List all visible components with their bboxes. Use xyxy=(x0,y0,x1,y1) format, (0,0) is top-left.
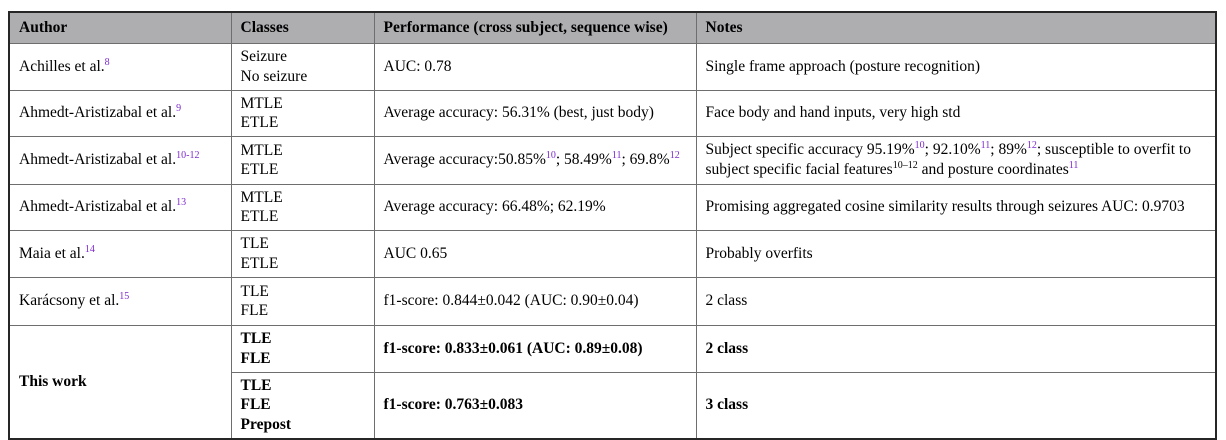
citation-ref-link[interactable]: 10 xyxy=(545,150,556,162)
citation-ref-link[interactable]: 12 xyxy=(669,150,680,162)
classes-cell: TLE ETLE xyxy=(230,230,375,278)
citation-ref-link[interactable]: 10 xyxy=(914,140,925,152)
citation-ref-link[interactable]: 10-12 xyxy=(176,150,200,162)
col-header-author: Author xyxy=(8,11,232,44)
notes-cell: 2 class xyxy=(695,324,1217,373)
class-label: FLE xyxy=(240,349,271,367)
table-row: Achilles et al.8 Seizure No seizure AUC: 0.… xyxy=(8,43,1217,91)
table-row: Karácsony et al.15 TLE FLE f1-score: 0.844±… xyxy=(8,276,1217,326)
performance-cell: AUC 0.65 xyxy=(373,230,697,278)
author-cell: Ahmedt-Aristizabal et al.9 xyxy=(8,89,232,138)
citation-ref-link[interactable]: 11 xyxy=(1068,160,1079,172)
performance-cell: Average accuracy:50.85%10; 58.49%11; 69.… xyxy=(373,136,697,185)
notes-cell: Promising aggregated cosine similarity r… xyxy=(695,183,1217,232)
class-label: MTLE xyxy=(240,94,283,112)
class-label: ETLE xyxy=(240,161,279,179)
author-cell: Ahmedt-Aristizabal et al.10-12 xyxy=(8,136,232,185)
class-label: TLE xyxy=(240,376,272,394)
header-row: Author Classes Performance (cross subjec… xyxy=(8,11,1217,44)
citation-ref-link[interactable]: 15 xyxy=(119,291,130,303)
notes-cell: 3 class xyxy=(695,371,1217,440)
citation-ref-link[interactable]: 11 xyxy=(980,140,991,152)
author-cell: Maia et al.14 xyxy=(8,230,232,278)
class-label: Prepost xyxy=(240,416,292,434)
performance-cell: Average accuracy: 66.48%; 62.19% xyxy=(373,183,697,232)
class-label: MTLE xyxy=(240,141,283,159)
table-row: Ahmedt-Aristizabal et al.13 MTLE ETLE Avera… xyxy=(8,183,1217,232)
citation-ref-link[interactable]: 8 xyxy=(104,56,110,68)
classes-cell: TLE FLE xyxy=(230,324,375,373)
performance-cell: AUC: 0.78 xyxy=(373,43,697,91)
class-label: FLE xyxy=(240,396,271,414)
classes-cell: MTLE ETLE xyxy=(230,89,375,138)
classes-cell: Seizure No seizure xyxy=(230,43,375,91)
citation-ref: 10–12 xyxy=(892,160,918,172)
citation-ref-link[interactable]: 14 xyxy=(84,243,95,255)
notes-cell: Probably overfits xyxy=(695,230,1217,278)
performance-cell: f1-score: 0.763±0.083 xyxy=(373,371,697,440)
citation-ref-link[interactable]: 11 xyxy=(611,150,622,162)
table-row: This work TLE FLE f1-score: 0.833±0.061 (AU… xyxy=(8,324,1217,440)
citation-ref-link[interactable]: 9 xyxy=(176,103,182,115)
col-header-performance: Performance (cross subject, sequence wis… xyxy=(373,11,697,44)
notes-cell: Face body and hand inputs, very high std xyxy=(695,89,1217,138)
performance-cell: f1-score: 0.844±0.042 (AUC: 0.90±0.04) xyxy=(373,276,697,326)
class-label: TLE xyxy=(240,282,269,300)
performance-cell: Average accuracy: 56.31% (best, just bod… xyxy=(373,89,697,138)
class-label: MTLE xyxy=(240,188,283,206)
author-cell: Achilles et al.8 xyxy=(8,43,232,91)
notes-cell: Single frame approach (posture recogniti… xyxy=(695,43,1217,91)
classes-cell: MTLE ETLE xyxy=(230,136,375,185)
author-cell: Karácsony et al.15 xyxy=(8,276,232,326)
table-row: TLE FLE Prepost f1-score: 0.763±0.083 3 clas… xyxy=(9,371,1217,440)
author-cell: This work xyxy=(8,324,232,440)
citation-ref-link[interactable]: 13 xyxy=(176,197,187,209)
class-label: ETLE xyxy=(240,114,279,132)
results-comparison-table: Author Classes Performance (cross subjec… xyxy=(8,11,1217,440)
class-label: TLE xyxy=(240,235,269,253)
class-label: Seizure xyxy=(240,48,287,65)
class-label: FLE xyxy=(240,302,269,320)
notes-cell: Subject specific accuracy 95.19%10; 92.1… xyxy=(695,136,1217,185)
classes-cell: TLE FLE xyxy=(230,276,375,326)
class-label: No seizure xyxy=(240,67,308,85)
classes-cell: MTLE ETLE xyxy=(230,183,375,232)
author-cell: Ahmedt-Aristizabal et al.13 xyxy=(8,183,232,232)
class-label: ETLE xyxy=(240,255,279,273)
table-body: Achilles et al.8 Seizure No seizure AUC: 0.… xyxy=(8,43,1217,440)
classes-cell: TLE FLE Prepost xyxy=(230,371,375,440)
col-header-notes: Notes xyxy=(695,11,1217,44)
table-row: Ahmedt-Aristizabal et al.10-12 MTLE ETLE Av… xyxy=(8,136,1217,185)
performance-cell: f1-score: 0.833±0.061 (AUC: 0.89±0.08) xyxy=(373,324,697,373)
col-header-classes: Classes xyxy=(230,11,375,44)
table-row: Ahmedt-Aristizabal et al.9 MTLE ETLE Averag… xyxy=(8,89,1217,138)
citation-ref-link[interactable]: 12 xyxy=(1026,140,1037,152)
comparison-table-container: Author Classes Performance (cross subjec… xyxy=(8,11,1217,440)
class-label: ETLE xyxy=(240,208,279,226)
table-row: Maia et al.14 TLE ETLE AUC 0.65 Probably ove… xyxy=(8,230,1217,278)
notes-cell: 2 class xyxy=(695,276,1217,326)
class-label: TLE xyxy=(240,329,272,347)
